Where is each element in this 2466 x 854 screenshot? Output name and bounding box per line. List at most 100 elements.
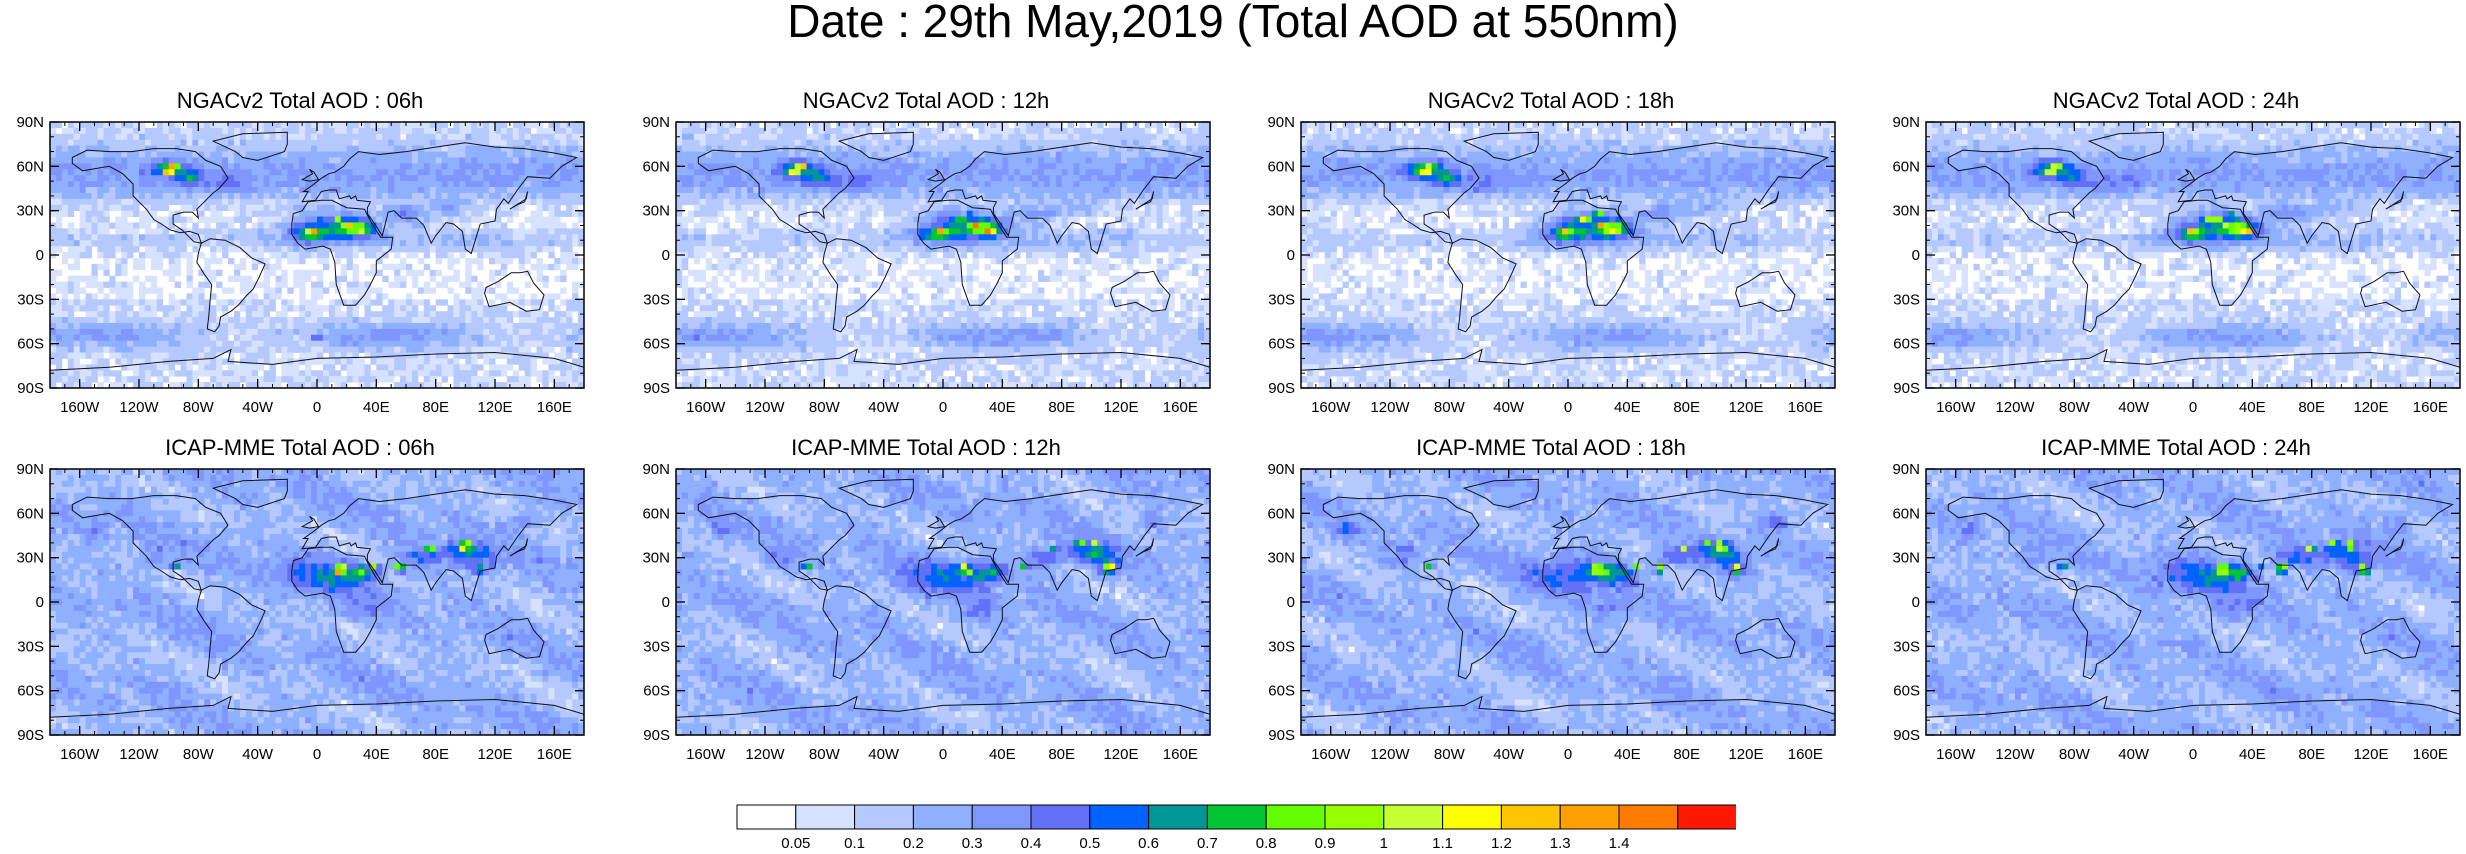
aod-cell (477, 263, 484, 271)
aod-cell (139, 145, 146, 152)
aod-cell (931, 187, 938, 194)
aod-cell (554, 157, 561, 164)
aod-cell (1168, 157, 1175, 164)
aod-cell (352, 311, 359, 318)
aod-cell (489, 352, 496, 359)
aod-cell (512, 163, 520, 170)
aod-cell (257, 122, 264, 129)
aod-cell (512, 192, 520, 200)
aod-cell (788, 192, 796, 200)
aod-cell (411, 175, 419, 182)
aod-cell (67, 317, 75, 324)
aod-cell (735, 181, 742, 188)
aod-cell (1162, 175, 1169, 182)
aod-cell (210, 145, 217, 152)
aod-cell (346, 216, 353, 223)
aod-cell (500, 246, 508, 253)
aod-cell (168, 246, 175, 253)
aod-cell (299, 157, 306, 164)
aod-cell (121, 210, 128, 217)
aod-cell (566, 228, 573, 235)
aod-cell (548, 370, 555, 377)
aod-cell (1109, 151, 1116, 158)
aod-cell (818, 133, 825, 141)
aod-cell (812, 198, 819, 206)
aod-cell (251, 364, 259, 371)
aod-cell (121, 287, 128, 294)
aod-cell (411, 181, 419, 188)
aod-cell (524, 240, 531, 247)
aod-cell (198, 346, 205, 353)
aod-cell (245, 169, 253, 176)
aod-cell (1002, 204, 1009, 212)
aod-cell (287, 192, 294, 200)
aod-cell (747, 175, 754, 182)
aod-cell (1002, 198, 1009, 206)
aod-cell (174, 163, 181, 170)
aod-cell (275, 187, 282, 194)
aod-cell (79, 252, 86, 259)
aod-cell (263, 145, 270, 152)
aod-cell (459, 370, 466, 377)
aod-cell (305, 340, 312, 348)
aod-cell (245, 122, 253, 129)
aod-cell (542, 281, 549, 288)
aod-cell (109, 169, 116, 176)
aod-cell (1174, 175, 1181, 182)
aod-cell (500, 252, 508, 259)
aod-cell (572, 198, 579, 206)
aod-cell (578, 322, 585, 330)
aod-cell (506, 187, 514, 194)
aod-cell (311, 216, 318, 223)
aod-cell (459, 240, 466, 247)
aod-cell (61, 234, 69, 241)
aod-cell (954, 145, 962, 152)
aod-cell (836, 151, 843, 158)
aod-cell (293, 364, 300, 371)
aod-cell (376, 187, 383, 194)
aod-cell (441, 222, 448, 229)
aod-cell (435, 269, 442, 277)
aod-cell (1014, 198, 1021, 206)
aod-cell (1126, 157, 1134, 164)
aod-cell (346, 181, 353, 188)
aod-cell (435, 364, 442, 371)
aod-cell (560, 163, 567, 170)
aod-cell (782, 139, 790, 147)
aod-cell (376, 299, 383, 306)
aod-cell (453, 299, 460, 306)
aod-cell (281, 364, 288, 371)
aod-cell (121, 340, 128, 348)
aod-cell (542, 311, 549, 318)
aod-cell (293, 169, 300, 176)
aod-cell (198, 198, 205, 206)
aod-cell (287, 122, 294, 129)
aod-cell (85, 317, 92, 324)
aod-cell (139, 352, 146, 359)
aod-cell (548, 358, 555, 365)
aod-cell (717, 192, 724, 200)
aod-cell (376, 328, 383, 336)
aod-cell (1126, 127, 1134, 135)
aod-cell (1091, 169, 1098, 176)
aod-cell (1055, 192, 1063, 200)
aod-cell (447, 187, 454, 194)
aod-cell (471, 364, 478, 371)
aod-cell (216, 187, 223, 194)
aod-cell (483, 139, 490, 147)
aod-cell (150, 346, 158, 353)
aod-cell (984, 175, 991, 182)
aod-cell (388, 263, 395, 271)
aod-cell (311, 198, 318, 206)
aod-cell (954, 204, 962, 212)
aod-cell (560, 257, 567, 265)
aod-cell (257, 216, 264, 223)
aod-cell (459, 346, 466, 353)
aod-cell (943, 157, 950, 164)
aod-cell (352, 305, 359, 312)
aod-cell (174, 133, 181, 141)
aod-cell (109, 275, 116, 282)
aod-cell (216, 382, 223, 389)
aod-cell (156, 157, 164, 164)
aod-cell (417, 198, 425, 206)
